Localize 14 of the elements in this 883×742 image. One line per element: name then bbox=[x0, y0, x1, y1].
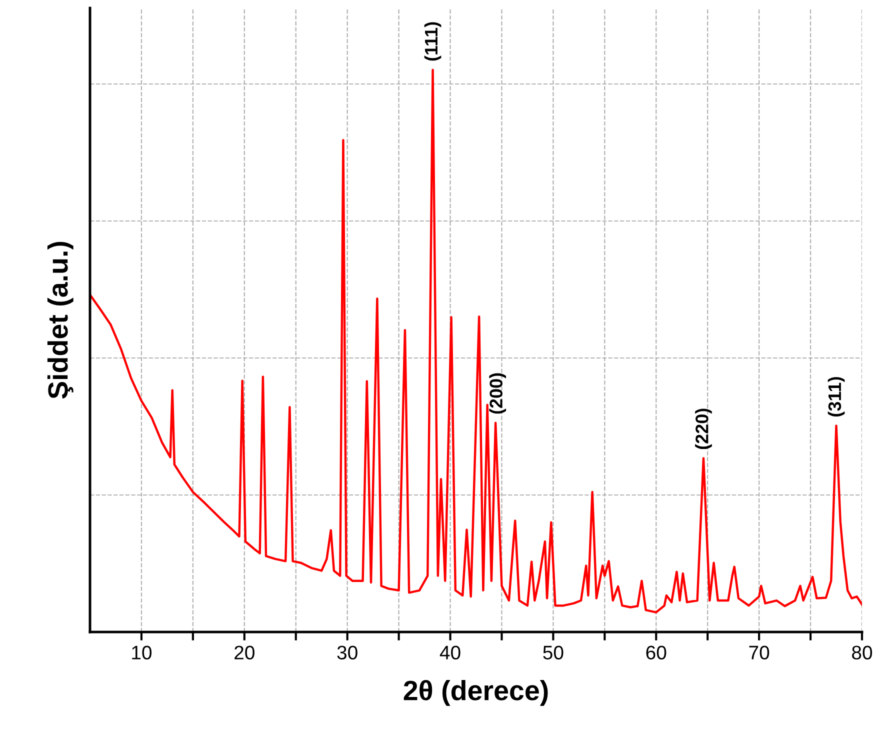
x-tick-label: 60 bbox=[646, 646, 666, 660]
x-tick-label: 70 bbox=[749, 646, 770, 660]
x-tick-label: 40 bbox=[440, 646, 460, 660]
y-axis-title: Şiddet (a.u.) bbox=[47, 242, 74, 399]
x-axis-title: 2θ (derece) bbox=[404, 680, 548, 706]
x-tick-label: 50 bbox=[543, 646, 564, 660]
annotation: (311) bbox=[828, 377, 845, 416]
x-tick-label: 80 bbox=[852, 646, 872, 660]
x-tick-label: 10 bbox=[132, 646, 152, 660]
annotation: (220) bbox=[695, 408, 712, 450]
x-tick-label: 30 bbox=[337, 646, 358, 660]
annotation: (200) bbox=[489, 373, 506, 414]
x-tick-label: 20 bbox=[234, 646, 254, 660]
annotation: (111) bbox=[424, 22, 442, 61]
